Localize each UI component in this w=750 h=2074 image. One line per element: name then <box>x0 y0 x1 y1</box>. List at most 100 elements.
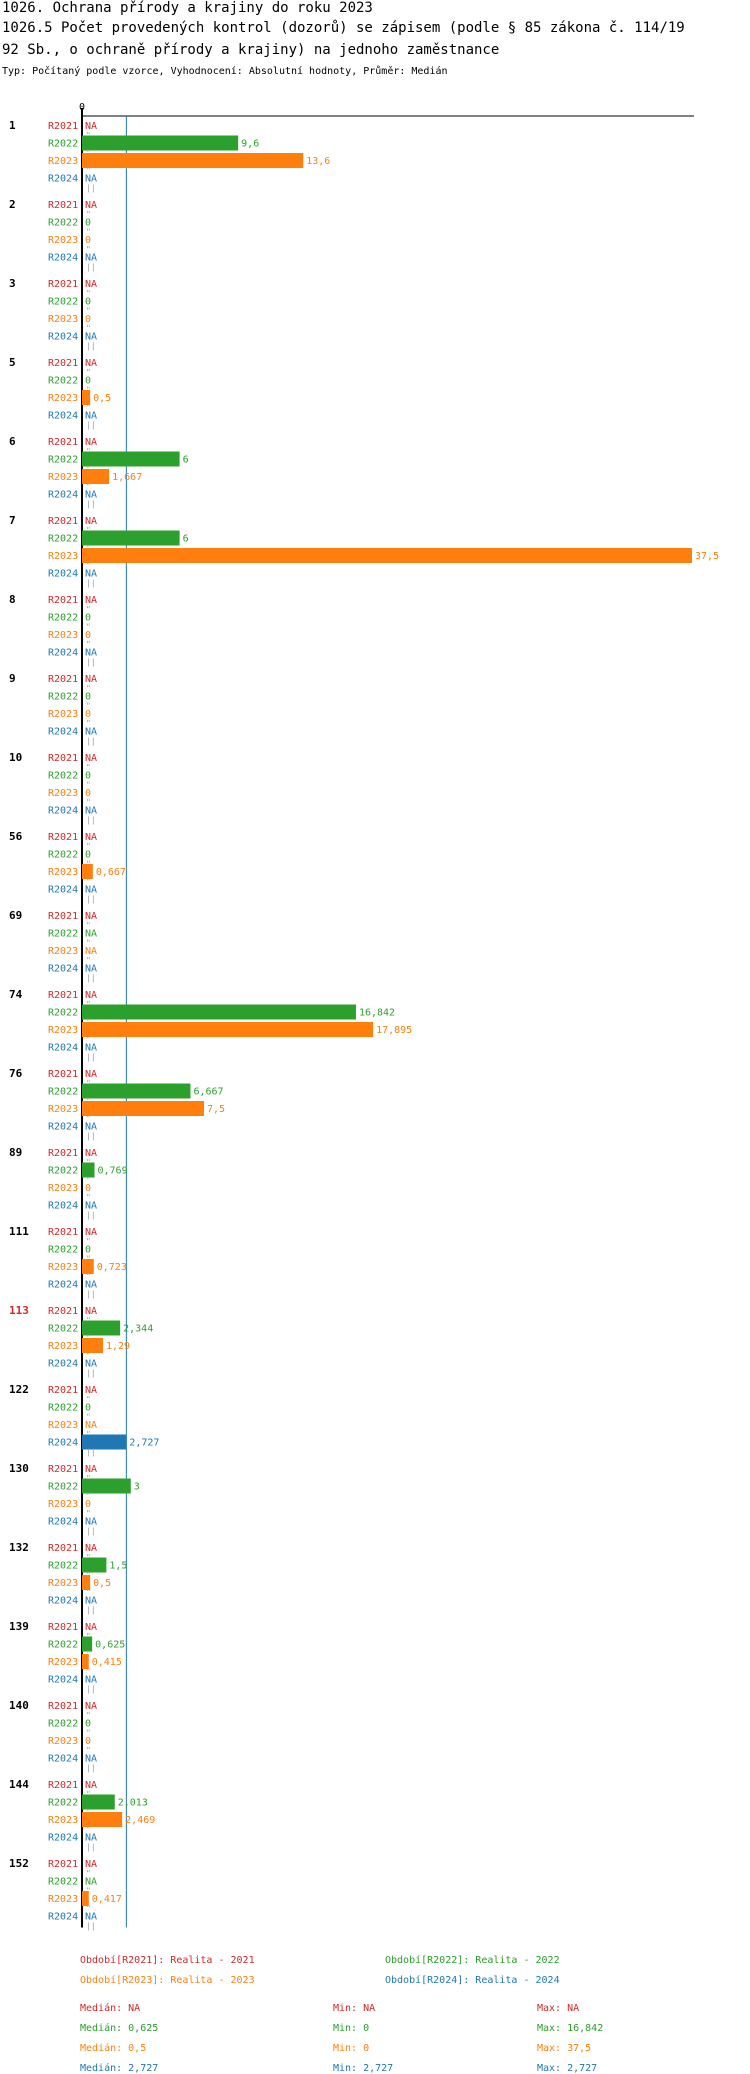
group-separator-mark: || <box>86 500 96 509</box>
group-label: 6 <box>9 435 16 448</box>
group-separator-mark: || <box>86 895 96 904</box>
row-separator-mark: " <box>86 1492 91 1501</box>
stat-median-R2022: Medián: 0,625 <box>80 2023 159 2034</box>
bar-value-label: NA <box>85 1754 97 1765</box>
series-row-label: R2021 <box>48 358 78 369</box>
series-row-label: R2021 <box>48 595 78 606</box>
bar-R2023 <box>82 1812 123 1827</box>
stat-max-R2024: Max: 2,727 <box>537 2063 598 2074</box>
bar-value-label: 0 <box>85 1183 91 1194</box>
bar-value-label: NA <box>85 490 97 501</box>
row-separator-mark: " <box>86 763 91 772</box>
bar-value-label: 0 <box>85 1403 91 1414</box>
series-row-label: R2021 <box>48 753 78 764</box>
series-row-label: R2024 <box>48 569 78 580</box>
bar-value-label: 1,5 <box>109 1561 127 1572</box>
legend-item-R2023: Období[R2023]: Realita - 2023 <box>80 1975 255 1986</box>
legend-item-R2022: Období[R2022]: Realita - 2022 <box>385 1955 560 1966</box>
bar-R2022 <box>82 1083 191 1099</box>
bar-value-label: NA <box>85 964 97 975</box>
row-separator-mark: " <box>86 1114 91 1123</box>
bar-value-label: 0 <box>85 297 91 308</box>
group-separator-mark: || <box>86 1132 96 1141</box>
bar-value-label: NA <box>85 1464 97 1475</box>
bar-R2023 <box>82 153 304 168</box>
bar-value-label: NA <box>85 1122 97 1133</box>
bar-value-label: NA <box>85 929 97 940</box>
bar-value-label: NA <box>85 1201 97 1212</box>
bar-value-label: 0 <box>85 1499 91 1510</box>
bar-value-label: 2,344 <box>123 1324 153 1335</box>
series-row-label: R2023 <box>48 1341 78 1352</box>
series-row-label: R2021 <box>48 279 78 290</box>
row-separator-mark: " <box>86 956 91 965</box>
bar-value-label: 7,5 <box>207 1104 225 1115</box>
bar-value-label: NA <box>85 806 97 817</box>
group-separator-mark: || <box>86 1922 96 1931</box>
chart-title: 1026. Ochrana přírody a krajiny do roku … <box>2 0 373 16</box>
series-row-label: R2024 <box>48 964 78 975</box>
group-label: 7 <box>9 514 16 527</box>
series-row-label: R2024 <box>48 1438 78 1449</box>
series-row-label: R2024 <box>48 1675 78 1686</box>
bar-value-label: NA <box>85 411 97 422</box>
series-row-label: R2023 <box>48 1025 78 1036</box>
series-row-label: R2023 <box>48 709 78 720</box>
bar-value-label: NA <box>85 1701 97 1712</box>
series-row-label: R2022 <box>48 1877 78 1888</box>
group-separator-mark: || <box>86 184 96 193</box>
row-separator-mark: " <box>86 166 91 175</box>
series-row-label: R2021 <box>48 832 78 843</box>
series-row-label: R2022 <box>48 218 78 229</box>
series-row-label: R2021 <box>48 200 78 211</box>
bar-value-label: NA <box>85 595 97 606</box>
series-row-label: R2021 <box>48 1701 78 1712</box>
row-separator-mark: " <box>86 1667 91 1676</box>
stat-min-R2021: Min: NA <box>333 2003 376 2014</box>
bar-value-label: 2,013 <box>118 1798 148 1809</box>
bar-value-label: NA <box>85 1420 97 1431</box>
bar-value-label: NA <box>85 727 97 738</box>
series-row-label: R2023 <box>48 472 78 483</box>
bar-value-label: 6 <box>183 534 189 545</box>
group-separator-mark: || <box>86 1369 96 1378</box>
row-separator-mark: " <box>86 842 91 851</box>
bar-value-label: 0 <box>85 709 91 720</box>
series-row-label: R2022 <box>48 1640 78 1651</box>
stat-median-R2024: Medián: 2,727 <box>80 2063 159 2074</box>
series-row-label: R2023 <box>48 1657 78 1668</box>
group-separator-mark: || <box>86 1843 96 1852</box>
series-row-label: R2022 <box>48 455 78 466</box>
series-row-label: R2024 <box>48 1912 78 1923</box>
group-separator-mark: || <box>86 658 96 667</box>
series-row-label: R2022 <box>48 534 78 545</box>
group-label: 152 <box>9 1857 29 1870</box>
bar-value-label: 37,5 <box>695 551 719 562</box>
bar-R2023 <box>82 1022 374 1037</box>
bar-value-label: 0 <box>85 630 91 641</box>
group-label: 9 <box>9 672 16 685</box>
bar-value-label: NA <box>85 1543 97 1554</box>
row-separator-mark: " <box>86 798 91 807</box>
row-separator-mark: " <box>86 210 91 219</box>
bar-R2022 <box>82 1636 93 1652</box>
bar-value-label: NA <box>85 1280 97 1291</box>
series-row-label: R2024 <box>48 411 78 422</box>
bar-value-label: 0,667 <box>96 867 126 878</box>
series-row-label: R2021 <box>48 516 78 527</box>
legend-item-R2024: Období[R2024]: Realita - 2024 <box>385 1975 560 1986</box>
bar-R2023 <box>82 1101 204 1116</box>
row-separator-mark: " <box>86 482 91 491</box>
series-row-label: R2022 <box>48 692 78 703</box>
group-label: 74 <box>9 988 23 1001</box>
series-row-label: R2024 <box>48 648 78 659</box>
series-row-label: R2022 <box>48 1087 78 1098</box>
series-row-label: R2022 <box>48 1166 78 1177</box>
row-separator-mark: " <box>86 877 91 886</box>
group-separator-mark: || <box>86 1606 96 1615</box>
series-row-label: R2023 <box>48 630 78 641</box>
series-row-label: R2023 <box>48 1499 78 1510</box>
bar-value-label: NA <box>85 332 97 343</box>
bar-R2023 <box>82 1654 89 1669</box>
row-separator-mark: " <box>86 1711 91 1720</box>
